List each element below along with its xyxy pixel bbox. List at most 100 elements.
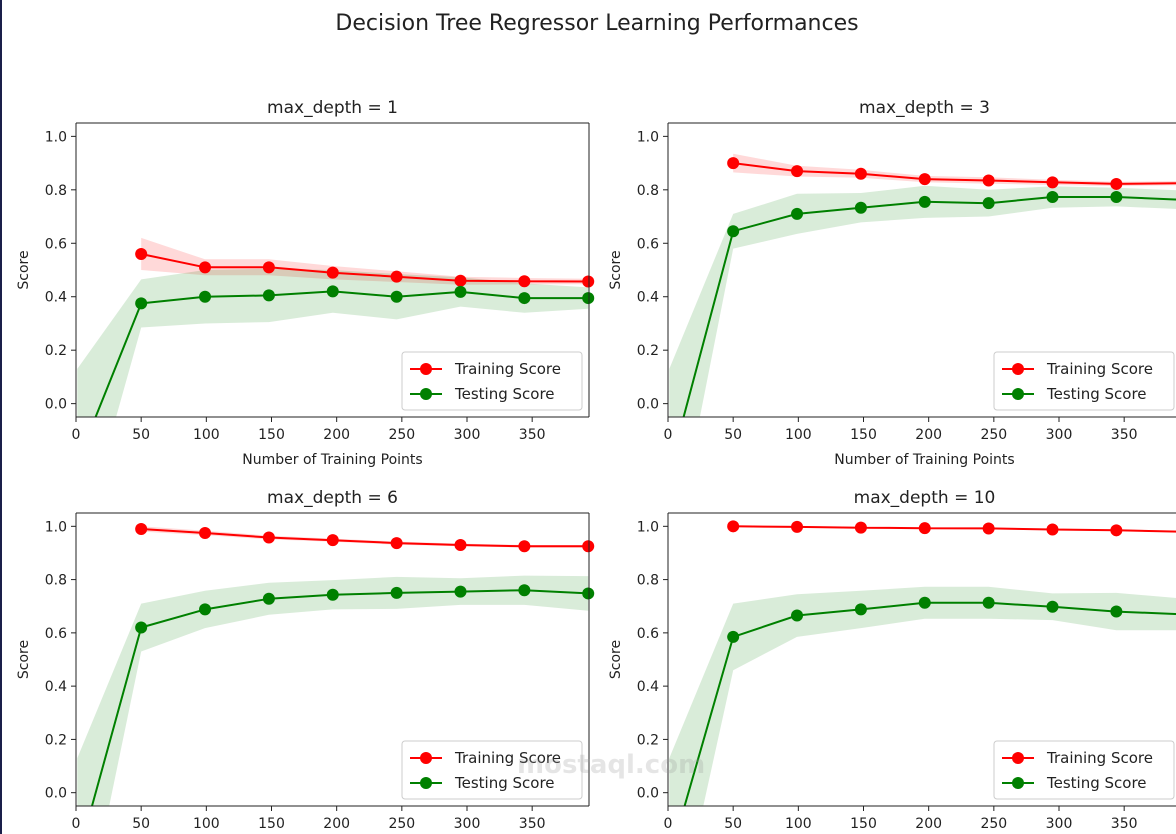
legend-box bbox=[993, 351, 1175, 411]
subplot-3: 0 50 100 150 200 250 300 350 0.0 0.2 0.4 0.6 0.8 1.0 m… bbox=[16, 488, 595, 832]
training-line bbox=[141, 528, 589, 548]
y-tick-label: 0.8 bbox=[45, 183, 67, 199]
training-point bbox=[1046, 523, 1059, 536]
training-point bbox=[918, 173, 931, 186]
subplot-4: 0 50 100 150 200 250 300 350 0.0 0.2 0.4 0.6 0.8 1.0 m… bbox=[608, 488, 1176, 832]
training-point bbox=[982, 174, 995, 187]
subplot-title: max_depth = 10 bbox=[854, 488, 996, 508]
legend-marker bbox=[1012, 752, 1024, 764]
legend: Training Score Testing Score bbox=[993, 740, 1175, 800]
y-tick-label: 1.0 bbox=[45, 519, 67, 535]
training-point bbox=[454, 538, 467, 551]
legend-marker bbox=[420, 363, 432, 375]
testing-line bbox=[682, 196, 1176, 418]
testing-point bbox=[791, 609, 804, 622]
legend-marker bbox=[420, 777, 432, 789]
legend-marker bbox=[420, 388, 432, 400]
testing-point bbox=[982, 197, 995, 210]
x-tick-label: 300 bbox=[1046, 427, 1073, 443]
testing-point bbox=[326, 285, 339, 298]
x-tick-label: 150 bbox=[850, 427, 877, 443]
x-tick-label: 200 bbox=[323, 816, 350, 832]
x-tick-label: 300 bbox=[454, 427, 481, 443]
testing-point bbox=[727, 630, 740, 643]
y-tick-label: 0.6 bbox=[45, 626, 67, 642]
testing-line bbox=[91, 589, 589, 807]
training-point bbox=[1110, 524, 1123, 537]
testing-point bbox=[390, 586, 403, 599]
x-tick-label: 150 bbox=[258, 427, 285, 443]
testing-point bbox=[326, 588, 339, 601]
legend: Training Score Testing Score bbox=[993, 351, 1175, 411]
testing-line bbox=[683, 601, 1176, 807]
x-tick-label: 0 bbox=[72, 427, 81, 443]
legend-label: Testing Score bbox=[1046, 385, 1147, 403]
x-tick-label: 350 bbox=[1111, 427, 1138, 443]
x-tick-label: 200 bbox=[323, 427, 350, 443]
testing-point bbox=[918, 596, 931, 609]
y-tick-label: 0.4 bbox=[637, 679, 659, 695]
testing-point bbox=[390, 290, 403, 303]
training-point bbox=[135, 247, 148, 260]
testing-point bbox=[199, 603, 212, 616]
training-line bbox=[733, 525, 1176, 533]
y-tick-label: 1.0 bbox=[637, 519, 659, 535]
testing-point bbox=[791, 207, 804, 220]
suptitle: Decision Tree Regressor Learning Perform… bbox=[335, 11, 858, 36]
training-point bbox=[390, 537, 403, 550]
y-axis-label: Score bbox=[608, 640, 624, 679]
training-point bbox=[582, 540, 595, 553]
std-band-testing bbox=[77, 268, 589, 417]
training-point bbox=[791, 165, 804, 178]
x-tick-label: 100 bbox=[193, 816, 220, 832]
testing-point bbox=[854, 201, 867, 214]
y-tick-label: 0.0 bbox=[45, 786, 67, 802]
y-tick-label: 0.2 bbox=[637, 343, 659, 359]
training-point bbox=[326, 534, 339, 547]
x-tick-label: 100 bbox=[785, 427, 812, 443]
training-point bbox=[582, 275, 595, 288]
training-point bbox=[518, 540, 531, 553]
x-tick-label: 100 bbox=[193, 427, 220, 443]
subplot-title: max_depth = 3 bbox=[859, 98, 990, 118]
testing-point bbox=[1110, 191, 1123, 204]
y-tick-label: 0.2 bbox=[45, 343, 67, 359]
y-axis-label: Score bbox=[16, 250, 32, 289]
y-tick-label: 0.6 bbox=[637, 626, 659, 642]
testing-point bbox=[518, 584, 531, 597]
training-line bbox=[140, 253, 589, 283]
training-point bbox=[727, 157, 740, 170]
subplot-2: 0 50 100 150 200 250 300 350 0.0 0.2 0.4 0.6 0.8 1.0 m… bbox=[608, 98, 1176, 468]
training-line bbox=[733, 162, 1176, 185]
subplot-title: max_depth = 6 bbox=[267, 488, 398, 508]
x-tick-label: 0 bbox=[664, 427, 673, 443]
testing-point bbox=[454, 285, 467, 298]
plot-area bbox=[669, 520, 1176, 807]
x-tick-label: 250 bbox=[980, 427, 1007, 443]
training-point bbox=[135, 522, 148, 535]
legend-label: Training Score bbox=[454, 749, 561, 767]
testing-point bbox=[854, 603, 867, 616]
legend-label: Training Score bbox=[1046, 360, 1153, 378]
x-tick-label: 0 bbox=[72, 816, 81, 832]
x-tick-label: 50 bbox=[132, 816, 150, 832]
legend-marker bbox=[1012, 388, 1024, 400]
y-tick-label: 1.0 bbox=[637, 129, 659, 145]
legend: Training Score Testing Score bbox=[401, 740, 583, 800]
std-band-testing bbox=[77, 575, 589, 806]
std-band-testing bbox=[669, 586, 1176, 806]
x-tick-label: 0 bbox=[664, 816, 673, 832]
x-tick-label: 350 bbox=[519, 427, 546, 443]
legend-label: Training Score bbox=[454, 360, 561, 378]
training-point bbox=[727, 520, 740, 533]
plot-area bbox=[77, 237, 595, 418]
y-tick-label: 0.0 bbox=[637, 397, 659, 413]
y-axis-label: Score bbox=[16, 640, 32, 679]
x-tick-label: 250 bbox=[388, 427, 415, 443]
legend-box bbox=[993, 740, 1175, 800]
testing-point bbox=[1046, 191, 1059, 204]
x-axis-label: Number of Training Points bbox=[242, 452, 422, 468]
training-point bbox=[982, 522, 995, 535]
testing-point bbox=[199, 290, 212, 303]
testing-line bbox=[94, 290, 589, 418]
